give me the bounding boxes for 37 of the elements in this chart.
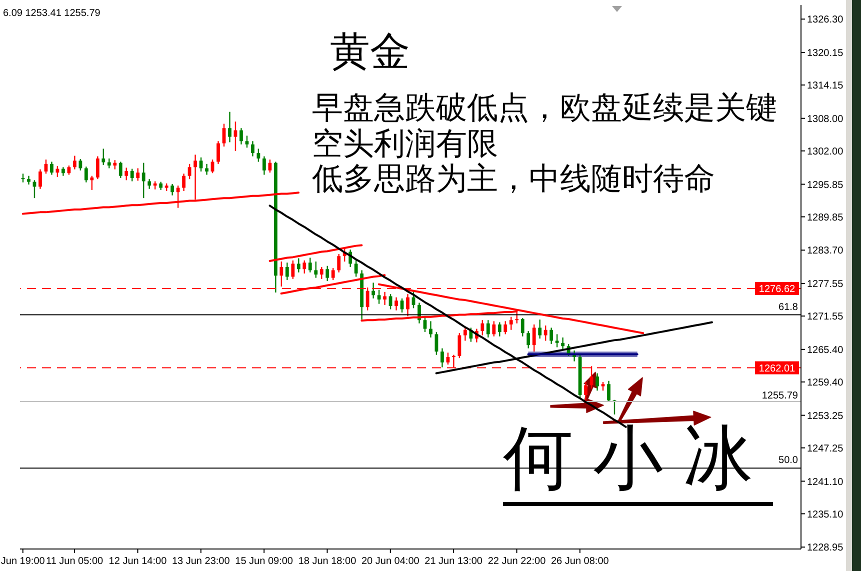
x-tick-label: 26 Jun 08:00 xyxy=(550,556,610,567)
annotation: 低多思路为主，中线随时待命 xyxy=(312,161,715,196)
x-tick-label: 21 Jun 13:00 xyxy=(424,556,483,567)
y-tick-label: 1289.85 xyxy=(807,212,844,224)
x-tick-label: Jun 19:00 xyxy=(0,556,46,567)
y-tick-label: 1302.00 xyxy=(807,146,844,158)
ref-line-label: 1255.79 xyxy=(762,390,798,402)
text: 黄金 xyxy=(330,29,410,74)
x-tick-label: 20 Jun 04:00 xyxy=(361,556,420,567)
y-tick-label: 1283.70 xyxy=(807,246,844,257)
annotation: 61.8 xyxy=(778,302,798,313)
ref-line-label: 1262.01 xyxy=(758,363,796,374)
y-tick-label: 1271.55 xyxy=(807,312,844,323)
y-tick-label: 1326.30 xyxy=(807,14,844,26)
y-tick-label: 1241.10 xyxy=(807,476,844,488)
x-tick-label: 11 Jun 05:00 xyxy=(46,556,104,567)
x-tick-label: 22 Jun 22:00 xyxy=(488,556,546,567)
annotation: 6.09 1253.41 1255.79 xyxy=(3,8,100,19)
x-tick-label: 15 Jun 09:00 xyxy=(235,556,294,567)
ref-line-label: 1276.62 xyxy=(758,284,796,296)
x-tick-label: 12 Jun 14:00 xyxy=(108,556,168,567)
y-tick-label: 1277.55 xyxy=(807,279,844,290)
y-tick-label: 1247.25 xyxy=(807,443,844,454)
annotation: 早盘急跌破低点，欧盘延续是关键 xyxy=(312,90,777,126)
y-tick-label: 1259.40 xyxy=(807,378,844,388)
x-tick-label: 13 Jun 23:00 xyxy=(172,556,230,567)
y-tick-label: 1228.95 xyxy=(807,542,844,554)
y-tick-label: 1320.15 xyxy=(807,48,844,60)
y-tick-label: 1295.85 xyxy=(807,180,844,191)
annotation: 50.0 xyxy=(778,455,798,466)
x-tick-label: 18 Jun 18:00 xyxy=(298,556,357,567)
y-tick-label: 1308.00 xyxy=(807,114,844,125)
annotation: 空头利润有限 xyxy=(312,126,498,162)
y-tick-label: 1253.25 xyxy=(807,410,844,422)
y-tick-label: 1265.40 xyxy=(807,344,844,356)
y-tick-label: 1314.15 xyxy=(807,80,844,92)
y-tick-label: 1235.10 xyxy=(807,509,844,520)
